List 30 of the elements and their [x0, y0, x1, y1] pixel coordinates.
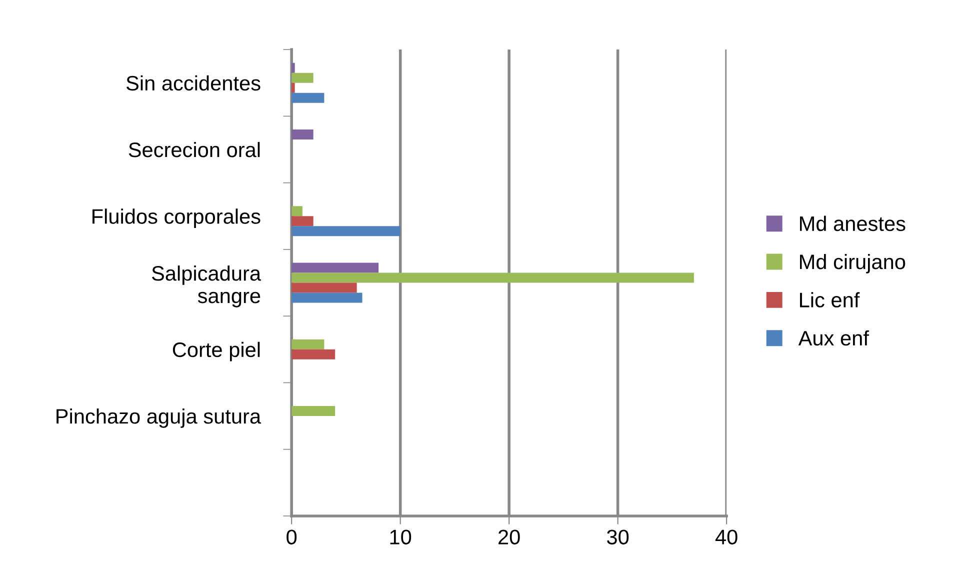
bar — [292, 226, 400, 236]
bar — [292, 62, 295, 73]
x-tick-label: 10 — [390, 530, 412, 544]
x-tick-label: 0 — [286, 530, 297, 544]
bar — [292, 92, 324, 103]
bar — [292, 206, 302, 216]
y-tick-label: Pinchazo aguja sutura — [56, 408, 262, 428]
y-tick-label: Salpicadura sangre — [152, 265, 262, 308]
bar — [292, 216, 314, 226]
x-tick-label: 20 — [498, 530, 520, 544]
legend-label: Md anestes — [800, 216, 906, 232]
legend-label: Aux enf — [798, 330, 869, 346]
y-tick-label: Sin accidentes — [126, 75, 260, 91]
y-tick-label: Secrecion oral — [128, 142, 260, 158]
bar — [292, 72, 314, 83]
bar — [292, 130, 314, 140]
bar — [292, 349, 336, 360]
bar — [292, 339, 324, 350]
bar — [292, 292, 362, 303]
bar — [292, 406, 336, 416]
bar — [292, 272, 694, 283]
x-tick-label: 40 — [715, 530, 738, 544]
y-tick-label: Fluidos corporales — [92, 208, 260, 228]
legend-label: Lic enf — [800, 292, 860, 308]
legend-label: Md cirujano — [800, 254, 906, 274]
bar — [292, 82, 295, 93]
bar — [292, 282, 357, 293]
y-tick-label: Corte piel — [172, 342, 260, 362]
x-tick-label: 30 — [607, 530, 629, 544]
bar — [292, 262, 379, 273]
